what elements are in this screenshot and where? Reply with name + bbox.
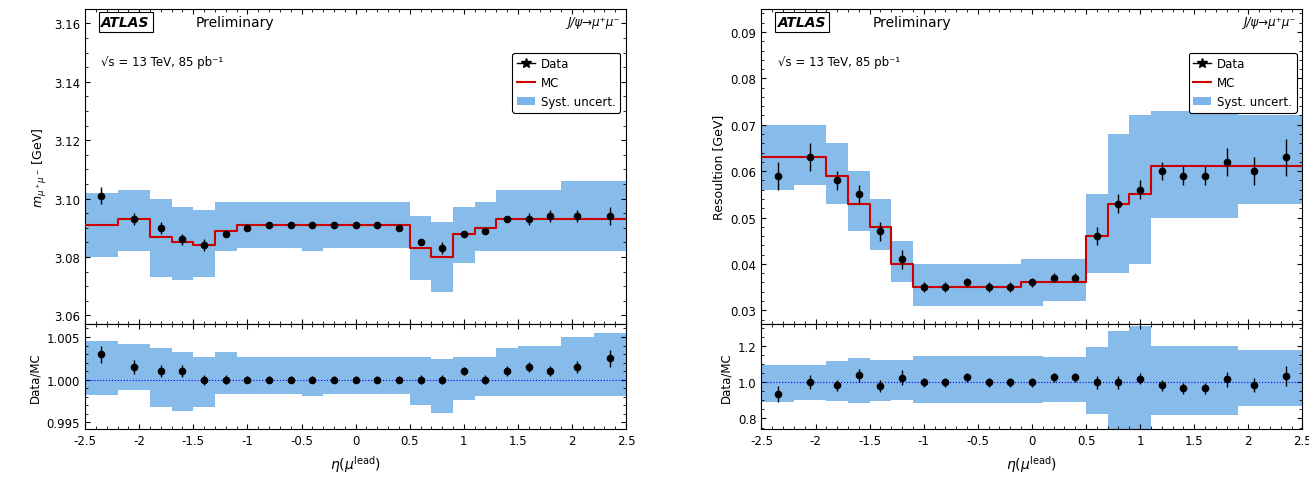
Legend: Data, MC, Syst. uncert.: Data, MC, Syst. uncert. — [1189, 53, 1296, 114]
X-axis label: $\eta(\mu^\mathrm{lead})$: $\eta(\mu^\mathrm{lead})$ — [330, 453, 381, 474]
Text: Preliminary: Preliminary — [872, 16, 950, 30]
Y-axis label: Data/MC: Data/MC — [719, 352, 732, 402]
Text: ATLAS: ATLAS — [101, 16, 149, 30]
Text: J/ψ→μ⁺μ⁻: J/ψ→μ⁺μ⁻ — [568, 16, 620, 29]
Legend: Data, MC, Syst. uncert.: Data, MC, Syst. uncert. — [512, 53, 620, 114]
Text: Preliminary: Preliminary — [196, 16, 275, 30]
Text: ATLAS: ATLAS — [778, 16, 826, 30]
X-axis label: $\eta(\mu^\mathrm{lead})$: $\eta(\mu^\mathrm{lead})$ — [1007, 453, 1058, 474]
Text: J/ψ→μ⁺μ⁻: J/ψ→μ⁺μ⁻ — [1245, 16, 1297, 29]
Y-axis label: Resoultion [GeV]: Resoultion [GeV] — [712, 115, 725, 220]
Text: √s = 13 TeV, 85 pb⁻¹: √s = 13 TeV, 85 pb⁻¹ — [101, 56, 224, 68]
Y-axis label: $m_{\mu^+\mu^-}$ [GeV]: $m_{\mu^+\mu^-}$ [GeV] — [30, 127, 48, 207]
Text: √s = 13 TeV, 85 pb⁻¹: √s = 13 TeV, 85 pb⁻¹ — [778, 56, 899, 68]
Y-axis label: Data/MC: Data/MC — [29, 352, 41, 402]
